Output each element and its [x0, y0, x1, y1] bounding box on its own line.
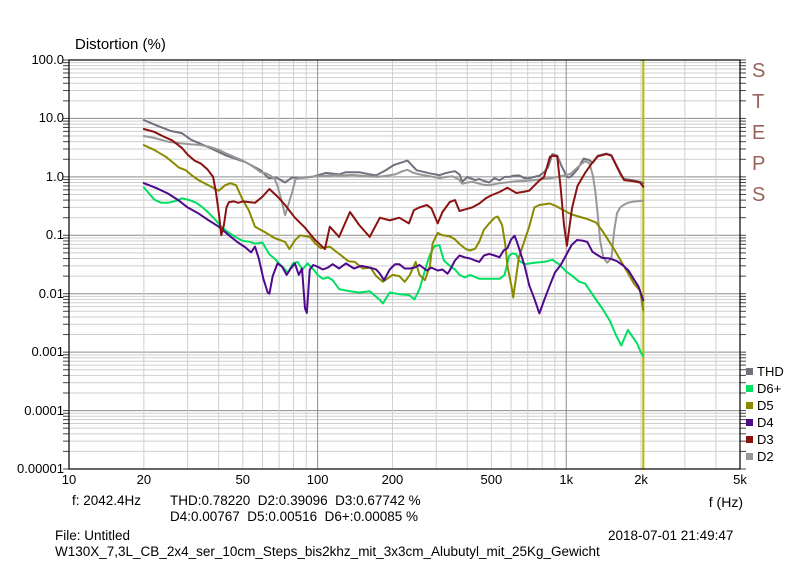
- curve-d2: [142, 135, 645, 264]
- steps-letter: T: [752, 91, 765, 113]
- curve-d4: [142, 182, 645, 315]
- legend-swatch-icon: [746, 419, 753, 426]
- plot-title: Distortion (%): [75, 36, 166, 53]
- legend-item-d4: D4: [744, 415, 800, 432]
- x-tick-label: 500: [480, 472, 503, 487]
- legend-label: D6+: [757, 381, 782, 396]
- x-tick-label: 5k: [733, 472, 747, 487]
- legend-label: D2: [757, 449, 774, 464]
- distortion-readout-line2: D4:0.00767 D5:0.00516 D6+:0.00085 %: [170, 509, 419, 524]
- file-name-label: File: Untitled: [55, 528, 131, 543]
- datetime-label: 2018-07-01 21:49:47: [608, 528, 734, 543]
- y-tick-label: 0.01: [38, 285, 64, 301]
- y-tick-label: 0.00001: [17, 461, 64, 476]
- steps-letter: E: [752, 122, 766, 144]
- legend-label: D5: [757, 398, 774, 413]
- curve-d3: [142, 128, 645, 251]
- legend-item-d6plus: D6+: [744, 381, 800, 398]
- legend-item-thd: THD: [744, 364, 800, 381]
- legend-swatch-icon: [746, 453, 753, 460]
- x-tick-label: 200: [381, 472, 404, 487]
- curve-d6plus: [142, 186, 645, 357]
- cursor-frequency-readout: f: 2042.4Hz: [72, 493, 142, 508]
- y-tick-label: 0.0001: [24, 402, 64, 418]
- x-tick-label: 50: [235, 472, 250, 487]
- steps-letter: S: [752, 184, 766, 206]
- legend-item-d2: D2: [744, 449, 800, 466]
- legend-label: THD: [757, 364, 784, 379]
- legend-item-d5: D5: [744, 398, 800, 415]
- legend-swatch-icon: [746, 402, 753, 409]
- distortion-readout-line1: THD:0.78220 D2:0.39096 D3:0.67742 %: [170, 493, 421, 508]
- x-tick-label: 1k: [559, 472, 574, 487]
- x-tick-label: 20: [136, 472, 152, 487]
- y-tick-label: 1.0: [45, 168, 64, 184]
- y-tick-label: 0.1: [45, 227, 64, 243]
- y-tick-label: 100.0: [31, 52, 64, 67]
- x-axis-unit-label: f (Hz): [708, 494, 743, 510]
- legend-label: D4: [757, 415, 774, 430]
- measurement-title-label: W130X_7,3L_CB_2x4_ser_10cm_Steps_bis2khz…: [55, 544, 600, 559]
- curve-d5: [142, 144, 645, 312]
- plot-border: [68, 59, 741, 470]
- legend-swatch-icon: [746, 436, 753, 443]
- y-tick-label: 0.001: [31, 344, 64, 360]
- legend-item-d3: D3: [744, 432, 800, 449]
- y-tick-label: 10.0: [38, 110, 64, 126]
- x-tick-label: 10: [61, 472, 77, 487]
- legend-label: D3: [757, 432, 774, 447]
- x-tick-label: 2k: [634, 472, 648, 487]
- x-tick-label: 100: [306, 472, 329, 487]
- legend-swatch-icon: [746, 368, 753, 375]
- steps-letter: S: [752, 60, 766, 82]
- steps-letter: P: [752, 153, 766, 175]
- legend-swatch-icon: [746, 385, 753, 392]
